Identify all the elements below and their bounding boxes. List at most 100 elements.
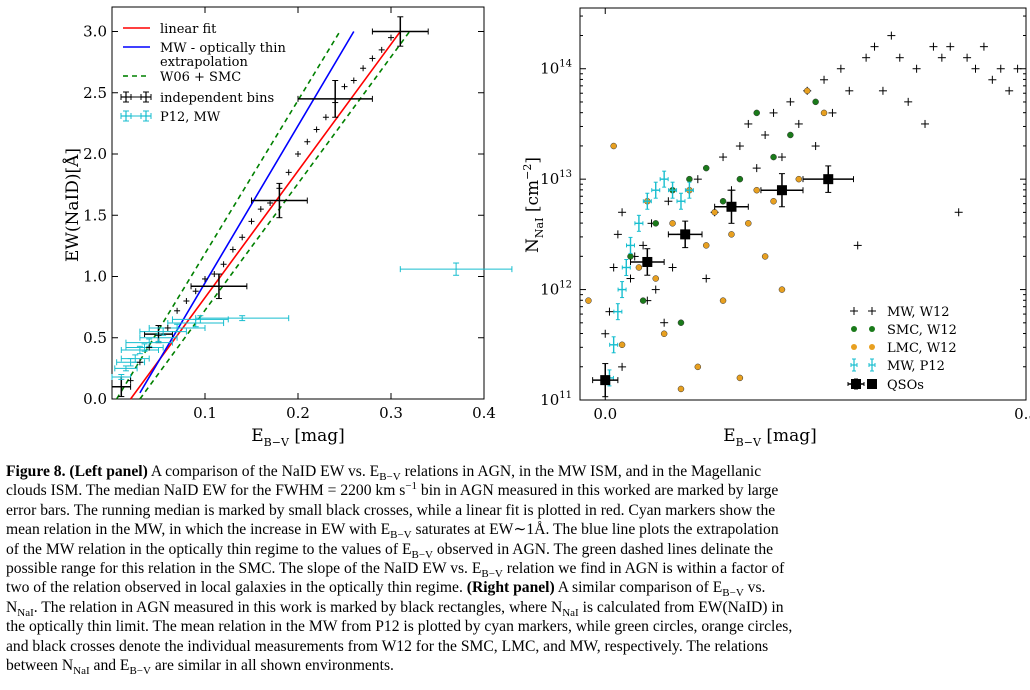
figure-caption: Figure 8. (Left panel) A comparison of t… [6, 462, 1024, 677]
lmc-circle [728, 231, 735, 238]
lmc-circle [719, 297, 727, 304]
left-plot-data [111, 16, 513, 400]
lmc-circle [702, 242, 710, 249]
caption-text: relations in AGN, in the MW ISM, and in … [400, 463, 762, 480]
smc-circle [736, 175, 744, 183]
y-tick-label: 1011 [540, 390, 572, 409]
left-axis-ticks: 0.1 0.2 0.3 0.4 0.0 0.5 1.0 1.5 2.0 2.5 3.0 [83, 7, 496, 422]
caption-text: bin in AGN measured in this worked are m… [417, 482, 779, 500]
caption-text: B−V [390, 529, 412, 542]
legend-label: MW, P12 [887, 359, 945, 374]
lmc-circle [669, 220, 676, 227]
lmc-circle [770, 197, 777, 205]
lmc-circle [610, 142, 617, 150]
caption-line: the optically thin limit. The mean relat… [6, 617, 1024, 636]
caption-text: B−V [411, 548, 433, 561]
lmc-circle [660, 330, 668, 337]
x-tick-label: 0.0 [593, 405, 617, 423]
caption-line: and black crosses denote the individual … [6, 637, 1024, 656]
legend-label: P12, MW [160, 110, 221, 125]
caption-line: NNaI. The relation in AGN measured in th… [6, 598, 1024, 619]
x-tick-label: 0.3 [379, 404, 403, 422]
y-tick-label: 1.5 [83, 206, 107, 224]
series-dashed [139, 31, 411, 400]
caption-line: possible range for this relation in the … [6, 559, 1024, 581]
figure-8: 0.1 0.2 0.3 0.4 0.0 0.5 1.0 1.5 2.0 2.5 3.0 EW(NaI… [62, 6, 1030, 449]
caption-text: −1 [405, 480, 418, 493]
caption-text: NaI [17, 606, 34, 619]
y-tick-label: 0.0 [83, 390, 107, 408]
y-tick-label: 2.0 [83, 145, 107, 163]
caption-line: between NNaI and EB−V are similar in all… [6, 656, 1024, 677]
smc-circle [686, 175, 693, 183]
y-tick-label: 3.0 [83, 23, 107, 41]
caption-text: observed in AGN. The green dashed lines … [432, 540, 774, 558]
smc-circle [753, 109, 760, 117]
x-tick-label: 0.5 [1014, 405, 1030, 423]
caption-line: of the MW relation in the optically thin… [6, 540, 1024, 561]
legend-label: extrapolation [160, 55, 248, 70]
series-dashed [115, 31, 341, 400]
smc-circle [787, 131, 794, 139]
smc-circle [677, 319, 685, 326]
qso-square [642, 256, 653, 267]
caption-text: . The relation in AGN measured in this w… [33, 598, 563, 616]
smc-circle [627, 253, 634, 260]
caption-text: relation we find in AGN is within a fact… [502, 559, 785, 577]
legend-swatch [869, 344, 875, 350]
lmc-circle [761, 253, 769, 260]
caption-line: Figure 8. (Left panel) A comparison of t… [6, 462, 1024, 484]
caption-text: (Left panel) [69, 463, 148, 480]
lmc-circle [635, 264, 643, 271]
y-tick-label: 1012 [540, 280, 572, 299]
x-tick-label: 0.2 [286, 404, 310, 422]
caption-line: error bars. The running median is marked… [6, 501, 1024, 520]
caption-text: the optically thin limit. The mean relat… [6, 618, 793, 636]
qso-square [726, 201, 737, 212]
y-tick-label: 0.5 [83, 329, 107, 347]
caption-text: between N [6, 656, 74, 674]
caption-text: possible range for this relation in the … [6, 559, 482, 577]
caption-line: two of the relation observed in local ga… [6, 578, 1024, 600]
caption-text: two of the relation observed in local ga… [6, 579, 467, 597]
qso-square [680, 229, 691, 240]
lmc-circle [652, 275, 659, 282]
caption-text: mean relation in the MW, in which the in… [6, 521, 391, 539]
legend-label: MW, W12 [887, 305, 950, 320]
caption-text: B−V [481, 568, 503, 581]
lmc-circle [585, 297, 592, 304]
lmc-circle [795, 175, 803, 183]
caption-text: A similar comparison of E [554, 579, 723, 597]
y-tick-label: 1.0 [83, 268, 107, 286]
smc-circle [770, 153, 777, 161]
caption-text: is calculated from EW(NaID) in [578, 598, 784, 616]
x-tick-label: 0.1 [193, 404, 217, 422]
legend-swatch [851, 344, 857, 350]
caption-text: N [6, 598, 18, 616]
left-y-axis-label: EW(NaID)[Å] [62, 148, 83, 262]
caption-text: B−V [722, 587, 744, 600]
legend-swatch [867, 379, 877, 389]
left-panel-chart: 0.1 0.2 0.3 0.4 0.0 0.5 1.0 1.5 2.0 2.5 3.0 EW(NaI… [62, 6, 513, 449]
caption-text: B−V [379, 471, 401, 484]
caption-text: clouds ISM. The median NaID EW for the F… [6, 482, 406, 500]
right-plot-data [585, 31, 1022, 398]
lmc-circle [677, 385, 685, 393]
caption-line: mean relation in the MW, in which the in… [6, 520, 1024, 542]
legend-label: W06 + SMC [160, 70, 241, 85]
legend-swatch [869, 326, 875, 332]
y-tick-label: 1014 [540, 59, 572, 78]
legend-label: MW - optically thin [160, 41, 286, 56]
lmc-circle [753, 186, 760, 194]
left-x-axis-label: EB−V [mag] [251, 426, 344, 449]
caption-line: clouds ISM. The median NaID EW for the F… [6, 481, 1024, 500]
caption-text: of the MW relation in the optically thin… [6, 540, 412, 558]
qso-square [823, 174, 834, 185]
lmc-circle [736, 374, 744, 382]
lmc-circle [745, 220, 752, 227]
series-line [139, 31, 355, 394]
smc-circle [652, 220, 659, 227]
lmc-circle [618, 341, 626, 349]
series-line [129, 31, 401, 400]
qso-square [600, 375, 611, 386]
